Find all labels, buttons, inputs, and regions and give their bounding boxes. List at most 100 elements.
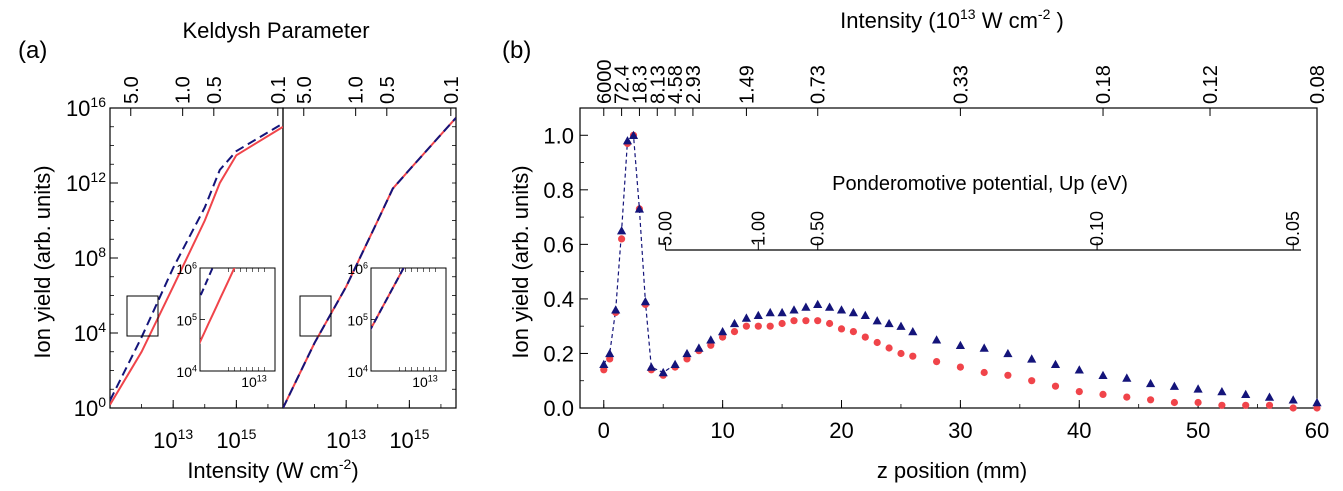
b-red-point [873, 338, 881, 347]
b-ytick-label: 0.2 [543, 341, 574, 366]
a-inset-xlabel: 1013 [412, 373, 438, 390]
b-inner-tick-label: 1.00 [748, 211, 768, 246]
a-zoom-box [299, 295, 332, 337]
b-blue-point [979, 343, 989, 352]
b-blue-point [932, 335, 942, 344]
b-red-point [849, 328, 858, 336]
b-top-tick-label: 0.08 [1307, 65, 1329, 104]
b-red-point [778, 319, 786, 328]
b-blue-point [848, 307, 858, 317]
a-keldysh-label: 0.5 [377, 76, 399, 104]
a-inset-ylabel: 105 [347, 312, 368, 329]
b-red-point [885, 344, 893, 352]
b-blue-point [813, 299, 823, 308]
b-xtick-label: 20 [829, 418, 853, 443]
b-peak-line [603, 134, 676, 374]
a-inset-ylabel: 105 [176, 312, 197, 329]
b-top-tick-label: 0.33 [950, 65, 972, 104]
b-blue-point [611, 305, 621, 314]
b-blue-point [741, 313, 751, 322]
b-red-point [1004, 371, 1012, 379]
a-inset-ylabel: 106 [176, 260, 197, 277]
a-ytick-label: 104 [74, 319, 106, 346]
a-keldysh-label: 5.0 [294, 76, 316, 104]
b-inner-tick-label: 0.05 [1283, 211, 1303, 246]
b-top-tick-label: 8.13 [647, 65, 669, 104]
b-red-point [1170, 398, 1178, 407]
b-blue-point [718, 327, 728, 336]
b-xtick-label: 60 [1305, 418, 1329, 443]
b-blue-point [605, 348, 615, 358]
b-blue-point [706, 335, 716, 344]
panel-b-top-title: Intensity (1013 W cm-2 ) [840, 6, 1064, 33]
b-red-point [861, 333, 869, 341]
b-blue-point [658, 367, 668, 377]
a-xtick-label: 1015 [389, 426, 429, 453]
panel-a-xlabel: Intensity (W cm-2) [187, 456, 358, 483]
b-red-point [933, 358, 941, 366]
a-inset: 106 105 104 1013 [176, 260, 276, 390]
a-inset-frame [370, 267, 447, 372]
a-xtick-label: 1013 [326, 426, 366, 453]
a-inset-xlabel: 1013 [241, 373, 267, 390]
b-red-point [1028, 377, 1036, 385]
b-xtick-label: 10 [710, 418, 734, 443]
b-top-tick-label: 18.3 [629, 65, 651, 104]
b-blue-point [1074, 365, 1084, 374]
a-inset-ylabel: 104 [347, 363, 368, 380]
b-blue-point [860, 310, 870, 319]
b-blue-point [955, 340, 965, 349]
b-blue-point [628, 130, 639, 139]
b-ytick-label: 0.0 [543, 396, 574, 421]
a-ytick-label: 100 [74, 394, 106, 421]
panel-a-ylabel: Ion yield (arb. units) [30, 165, 55, 358]
b-top-tick-label: 2.93 [683, 65, 705, 104]
b-red-point [1099, 390, 1107, 398]
b-blue-point [1312, 397, 1322, 407]
b-blue-point [1264, 392, 1275, 401]
b-red-point [730, 328, 739, 336]
b-inner-tick-label: 5.00 [656, 211, 676, 246]
b-ytick-label: 0.8 [543, 178, 574, 203]
b-red-point [742, 322, 751, 330]
a-inset-blue-line [371, 268, 405, 331]
b-top-tick-label: 0.12 [1200, 65, 1222, 104]
a-curve-group [110, 122, 283, 406]
b-red-point [956, 363, 965, 371]
a-ytick-label: 108 [74, 244, 106, 271]
b-top-tick-label: 1.49 [736, 65, 758, 104]
b-top-tick-label: 0.73 [808, 65, 830, 104]
b-blue-point [1098, 370, 1108, 379]
b-blue-point [1122, 373, 1132, 382]
b-red-point [1265, 401, 1274, 409]
b-red-point [1242, 401, 1250, 409]
b-blue-point [622, 136, 633, 145]
b-blue-point [1050, 359, 1061, 368]
b-ytick-label: 0.4 [543, 287, 574, 312]
b-red-point [1123, 393, 1131, 401]
panel-b-inner-title: Ponderomotive potential, Up (eV) [832, 173, 1128, 195]
b-blue-point [801, 302, 811, 311]
b-blue-point [825, 302, 835, 311]
a-inset-frame [199, 267, 276, 372]
b-xtick-label: 50 [1186, 418, 1210, 443]
b-blue-point [753, 310, 763, 319]
b-blue-point [1027, 354, 1037, 363]
b-top-tick-label: 0.18 [1093, 65, 1115, 104]
panel-b-axes: 0 10 20 30 40 50 600.00.20.40.60.81.0600072.41… [543, 60, 1329, 444]
a-keldysh-label: 0.5 [204, 76, 226, 104]
panel-b-label: (b) [502, 37, 531, 64]
a-inset-ylabel: 104 [176, 363, 197, 380]
b-blue-point [836, 305, 847, 314]
b-blue-point [1241, 389, 1251, 398]
a-blue-curve [110, 122, 283, 401]
b-xtick-label: 40 [1067, 418, 1091, 443]
b-red-point [1289, 404, 1297, 412]
b-red-point [802, 317, 810, 325]
b-blue-point [789, 305, 799, 314]
b-blue-point [1217, 387, 1227, 396]
b-top-tick-label: 6000 [594, 60, 616, 105]
b-red-point [618, 235, 626, 243]
b-blue-point [896, 321, 906, 330]
